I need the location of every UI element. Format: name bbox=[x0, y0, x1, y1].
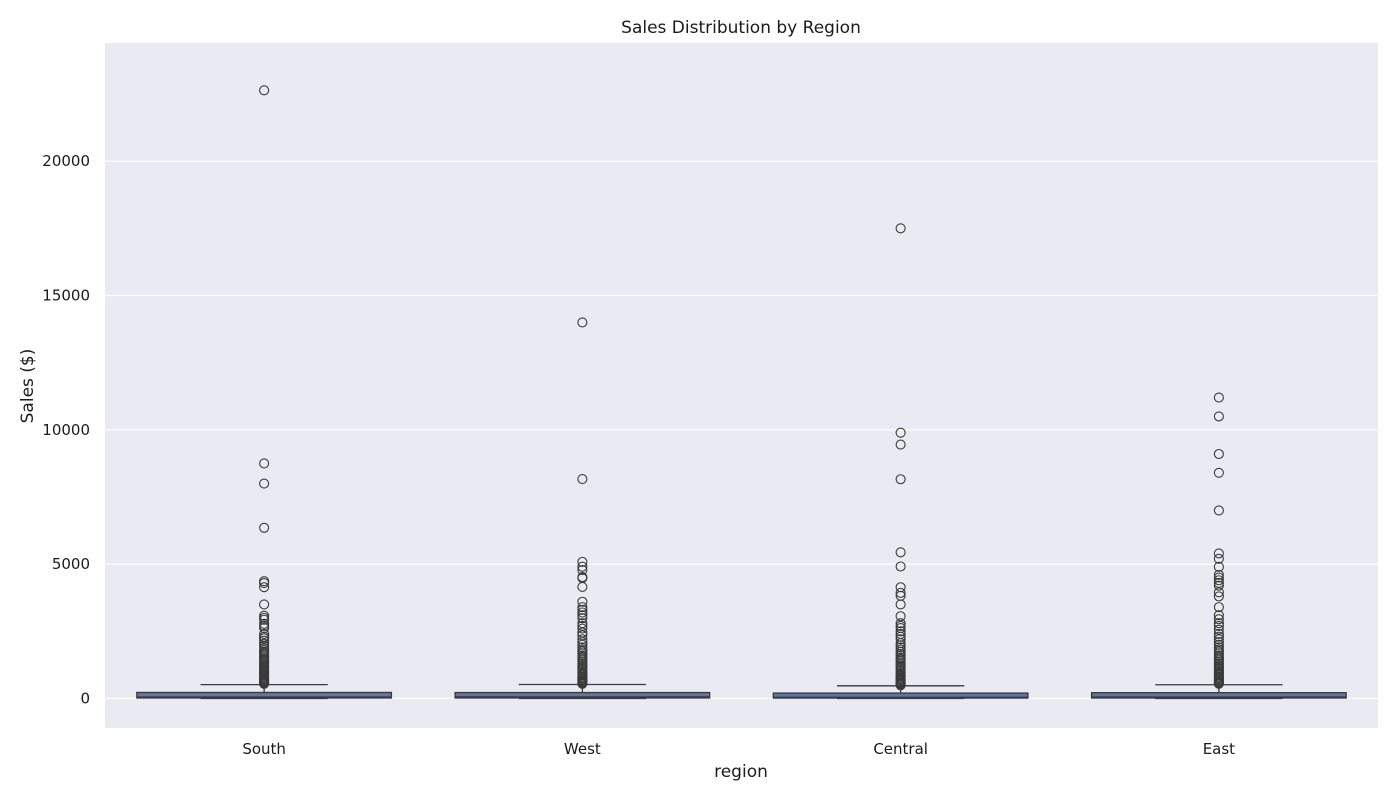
outlier-point bbox=[577, 556, 588, 567]
x-tick-label: West bbox=[564, 740, 601, 758]
box-iqr bbox=[1090, 692, 1347, 699]
outlier-point bbox=[577, 581, 588, 593]
outlier-point bbox=[577, 602, 588, 613]
outlier-point bbox=[1213, 467, 1224, 478]
outlier-point bbox=[577, 610, 588, 621]
x-tick-label: Central bbox=[873, 740, 928, 758]
outlier-point bbox=[1213, 561, 1224, 572]
outlier-point bbox=[1213, 620, 1224, 631]
box-iqr bbox=[454, 691, 711, 699]
outlier-point bbox=[1213, 548, 1224, 559]
outlier-point bbox=[1213, 575, 1224, 586]
outlier-point bbox=[895, 561, 906, 572]
outlier-point bbox=[577, 634, 588, 645]
outlier-point bbox=[1213, 614, 1224, 625]
outlier-point bbox=[1213, 392, 1224, 403]
box-group-east bbox=[1090, 392, 1347, 700]
outlier-point bbox=[895, 599, 906, 610]
box-iqr bbox=[136, 691, 393, 699]
outlier-point bbox=[1213, 411, 1224, 422]
outlier-point bbox=[895, 634, 906, 645]
outlier-point bbox=[577, 474, 588, 485]
outlier-point bbox=[895, 427, 906, 438]
outlier-point bbox=[1213, 602, 1224, 613]
outlier-point bbox=[1213, 634, 1224, 645]
outlier-point bbox=[1213, 553, 1224, 564]
outlier-point bbox=[577, 317, 588, 328]
x-axis-label: region bbox=[714, 762, 768, 782]
y-axis-label: Sales ($) bbox=[18, 349, 38, 424]
box-iqr bbox=[772, 692, 1029, 699]
outlier-point bbox=[577, 678, 588, 689]
outlier-point bbox=[895, 587, 906, 598]
outlier-point bbox=[1213, 448, 1224, 460]
y-tick-label: 0 bbox=[80, 689, 90, 707]
outlier-point bbox=[1213, 618, 1224, 629]
outlier-point bbox=[895, 223, 906, 234]
outlier-point bbox=[259, 478, 270, 489]
outlier-point bbox=[259, 628, 270, 640]
x-axis-ticks: South West Central East bbox=[242, 740, 1235, 758]
outlier-point bbox=[895, 547, 906, 558]
outlier-point bbox=[1213, 572, 1224, 583]
outlier-point bbox=[1213, 678, 1224, 689]
x-tick-label: South bbox=[242, 740, 286, 758]
outlier-point bbox=[895, 680, 906, 691]
outlier-point bbox=[895, 611, 906, 622]
box-group-west bbox=[454, 317, 711, 700]
outlier-point bbox=[1213, 624, 1224, 635]
box-group-central bbox=[772, 223, 1029, 700]
outlier-point bbox=[577, 607, 588, 618]
outlier-point bbox=[259, 522, 270, 533]
outlier-point bbox=[577, 613, 588, 624]
boxes bbox=[136, 85, 1347, 700]
chart-title: Sales Distribution by Region bbox=[621, 18, 861, 38]
y-axis-ticks: 0 5000 10000 15000 20000 bbox=[42, 152, 90, 707]
y-tick-label: 20000 bbox=[42, 152, 90, 170]
outlier-point bbox=[259, 577, 270, 589]
outlier-point bbox=[895, 439, 906, 450]
outlier-point bbox=[259, 633, 270, 644]
outlier-point bbox=[259, 582, 270, 593]
box-group-south bbox=[136, 85, 393, 700]
y-tick-label: 15000 bbox=[42, 287, 90, 305]
outlier-point bbox=[577, 564, 588, 576]
y-tick-label: 5000 bbox=[52, 555, 90, 573]
outlier-point bbox=[1213, 631, 1224, 642]
outlier-point bbox=[259, 458, 270, 469]
outlier-point bbox=[1213, 569, 1224, 580]
x-tick-label: East bbox=[1203, 740, 1235, 758]
outlier-point bbox=[1213, 610, 1224, 621]
outlier-point bbox=[577, 596, 588, 607]
outlier-point bbox=[259, 85, 270, 96]
outlier-point bbox=[1213, 587, 1224, 598]
outlier-point bbox=[1213, 628, 1224, 640]
outlier-point bbox=[1213, 580, 1224, 591]
plot-area bbox=[105, 43, 1378, 728]
outlier-point bbox=[895, 474, 906, 485]
outlier-point bbox=[895, 618, 906, 629]
outlier-point bbox=[577, 623, 588, 634]
outlier-point bbox=[1213, 591, 1224, 602]
outlier-point bbox=[259, 599, 270, 610]
outlier-point bbox=[259, 614, 270, 625]
outlier-point bbox=[577, 604, 588, 615]
outlier-point bbox=[1213, 505, 1224, 516]
outlier-point bbox=[577, 561, 588, 572]
outlier-point bbox=[259, 678, 270, 689]
y-tick-label: 10000 bbox=[42, 421, 90, 439]
outlier-point bbox=[895, 626, 906, 637]
